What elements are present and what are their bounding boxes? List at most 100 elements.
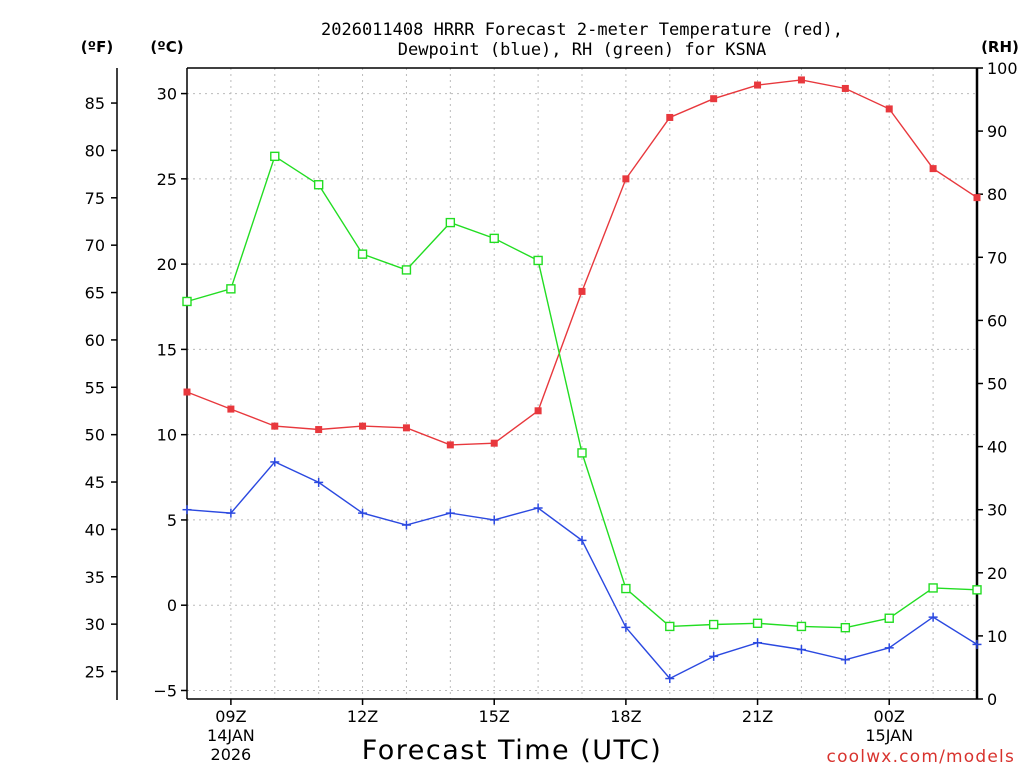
celsius-tick-label: 30 — [157, 85, 177, 104]
x-tick-label: 12Z — [347, 707, 378, 726]
fahrenheit-tick-label: 70 — [85, 236, 105, 255]
x-tick-label: 09Z — [215, 707, 246, 726]
rh-point — [752, 618, 763, 628]
rh-point — [445, 217, 456, 228]
temperature-point — [885, 105, 893, 113]
rh-point — [533, 255, 543, 266]
rh-point — [884, 613, 894, 623]
dewpoint-point — [577, 535, 587, 545]
temperature-point — [754, 81, 762, 89]
fahrenheit-tick-label: 30 — [85, 615, 105, 634]
celsius-tick-label: 5 — [167, 511, 177, 530]
dewpoint-point — [533, 503, 543, 513]
temperature-point — [359, 422, 367, 430]
rh-point — [840, 622, 851, 633]
x-tick-date: 15JAN — [865, 726, 913, 745]
rh-tick-label: 40 — [987, 438, 1007, 457]
fahrenheit-tick-label: 60 — [85, 331, 105, 350]
dewpoint-point — [226, 508, 236, 518]
rh-point — [708, 619, 719, 630]
temperature-point — [578, 287, 586, 295]
rh-point — [226, 284, 236, 294]
temperature-point — [973, 194, 981, 202]
celsius-tick-label: 25 — [157, 170, 177, 189]
dewpoint-point — [182, 505, 192, 515]
fahrenheit-tick-label: 80 — [85, 141, 105, 160]
temperature-point — [183, 388, 191, 396]
dewpoint-point — [665, 674, 675, 684]
temperature-point — [666, 113, 674, 121]
dewpoint-point — [884, 643, 894, 653]
rh-tick-label: 50 — [987, 375, 1007, 394]
chart-title-line2: Dewpoint (blue), RH (green) for KSNA — [398, 40, 766, 60]
chart-title-line1: 2026011408 HRRR Forecast 2-meter Tempera… — [321, 20, 843, 40]
rh-point — [182, 296, 192, 307]
temperature-point — [797, 76, 805, 84]
celsius-unit-label: (ºC) — [150, 38, 183, 56]
fahrenheit-tick-label: 35 — [85, 568, 105, 587]
dewpoint-point — [753, 638, 763, 648]
x-tick-date: 14JAN — [207, 726, 255, 745]
rh-tick-label: 60 — [987, 311, 1007, 330]
celsius-tick-label: 0 — [167, 596, 177, 615]
x-tick-year: 2026 — [211, 745, 252, 764]
rh-tick-label: 90 — [987, 122, 1007, 141]
temperature-point — [446, 441, 454, 449]
fahrenheit-tick-label: 40 — [85, 520, 105, 539]
temperature-point — [929, 165, 937, 173]
celsius-tick-label: 15 — [157, 340, 177, 359]
data-series — [182, 76, 982, 684]
dewpoint-point — [358, 508, 368, 518]
rh-point — [401, 265, 412, 275]
rh-point — [972, 585, 982, 595]
rh-point — [796, 621, 807, 632]
x-axis-title: Forecast Time (UTC) — [362, 735, 663, 766]
temperature-point — [402, 424, 410, 432]
fahrenheit-tick-label: 45 — [85, 473, 105, 492]
temperature-point — [841, 84, 849, 92]
temperature-point — [227, 405, 235, 413]
temperature-point — [710, 95, 718, 103]
dewpoint-point — [489, 515, 499, 525]
rh-point — [313, 180, 324, 190]
rh-tick-label: 100 — [987, 59, 1018, 78]
temperature-point — [315, 426, 323, 434]
rh-point — [621, 583, 631, 594]
watermark: coolwx.com/models — [827, 747, 1015, 767]
rh-point — [357, 249, 368, 259]
rh-point — [489, 233, 499, 244]
fahrenheit-tick-label: 85 — [85, 94, 105, 113]
dewpoint-point — [621, 622, 631, 632]
fahrenheit-tick-label: 25 — [85, 663, 105, 682]
rh-tick-label: 0 — [987, 690, 997, 709]
rh-point — [665, 621, 675, 632]
temperature-point — [271, 422, 279, 430]
fahrenheit-unit-label: (ºF) — [81, 38, 113, 56]
grid — [187, 68, 977, 699]
rh-point — [577, 448, 587, 458]
dewpoint-point — [314, 477, 324, 487]
temperature-point — [622, 175, 630, 183]
fahrenheit-tick-label: 65 — [85, 284, 105, 303]
x-tick-label: 00Z — [874, 707, 905, 726]
fahrenheit-tick-label: 75 — [85, 189, 105, 208]
temperature-point — [534, 407, 542, 415]
dewpoint-point — [972, 639, 982, 649]
rh-tick-label: 20 — [987, 564, 1007, 583]
dewpoint-point — [796, 645, 806, 655]
dewpoint-point — [928, 612, 938, 622]
x-tick-label: 15Z — [479, 707, 510, 726]
rh-unit-label: (RH) — [981, 38, 1019, 56]
x-tick-label: 18Z — [610, 707, 641, 726]
rh-point — [270, 151, 280, 162]
celsius-tick-label: 20 — [157, 255, 177, 274]
dewpoint-point — [840, 655, 850, 665]
axes: −5 0 5 10 15 20 25 30 25 30 35 40 45 50 55 60 65 70 75 80 85… — [85, 59, 1018, 764]
rh-tick-label: 80 — [987, 185, 1007, 204]
rh-tick-label: 30 — [987, 501, 1007, 520]
celsius-tick-label: 10 — [157, 426, 177, 445]
temperature-point — [490, 439, 498, 447]
rh-tick-label: 10 — [987, 627, 1007, 646]
rh-tick-label: 70 — [987, 248, 1007, 267]
